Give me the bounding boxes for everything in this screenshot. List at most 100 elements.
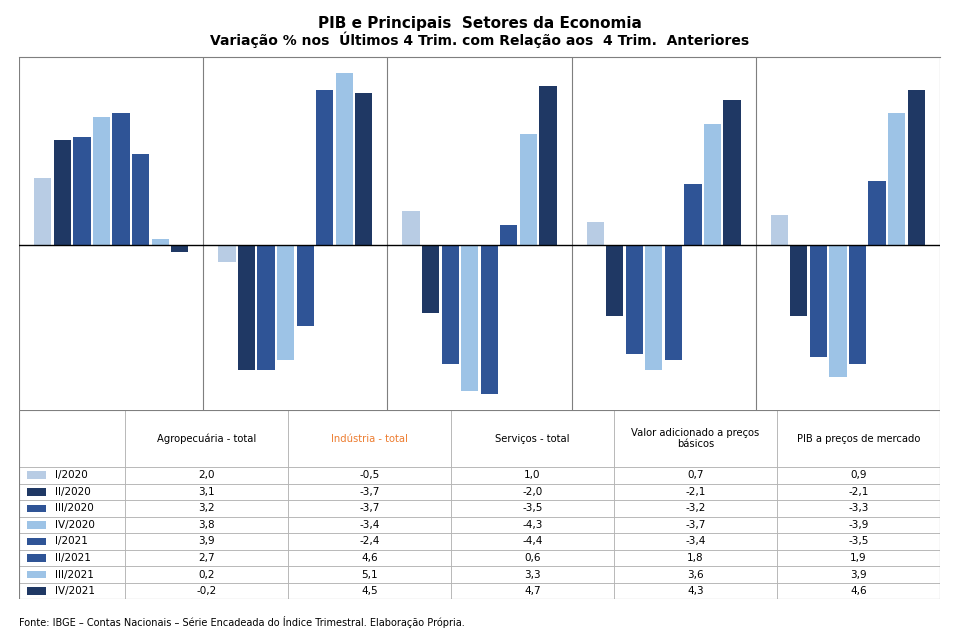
- FancyBboxPatch shape: [777, 467, 940, 483]
- Bar: [132, 154, 150, 245]
- FancyBboxPatch shape: [125, 583, 288, 599]
- FancyBboxPatch shape: [19, 483, 125, 500]
- FancyBboxPatch shape: [125, 410, 288, 467]
- Bar: [54, 141, 71, 245]
- Text: 0,7: 0,7: [688, 470, 704, 480]
- Bar: [257, 245, 274, 370]
- FancyBboxPatch shape: [19, 467, 125, 483]
- Text: -4,3: -4,3: [523, 520, 543, 530]
- Text: Indústria - total: Indústria - total: [331, 433, 408, 444]
- Text: 0,2: 0,2: [199, 570, 215, 580]
- Bar: [771, 215, 788, 245]
- Text: -2,1: -2,1: [685, 487, 706, 497]
- FancyBboxPatch shape: [451, 533, 614, 550]
- Bar: [790, 245, 807, 316]
- Text: -2,1: -2,1: [848, 487, 869, 497]
- Bar: [520, 134, 537, 245]
- FancyBboxPatch shape: [125, 467, 288, 483]
- FancyBboxPatch shape: [125, 483, 288, 500]
- Text: 3,6: 3,6: [687, 570, 704, 580]
- FancyBboxPatch shape: [614, 500, 777, 517]
- Text: 3,9: 3,9: [199, 536, 215, 546]
- FancyBboxPatch shape: [288, 567, 451, 583]
- FancyBboxPatch shape: [288, 500, 451, 517]
- Text: -4,4: -4,4: [523, 536, 543, 546]
- Bar: [27, 488, 46, 495]
- Bar: [704, 124, 721, 245]
- Text: II/2020: II/2020: [55, 487, 90, 497]
- Text: -2,0: -2,0: [523, 487, 543, 497]
- Text: 4,7: 4,7: [525, 586, 541, 596]
- Bar: [316, 90, 334, 245]
- Bar: [336, 73, 353, 245]
- Text: 3,1: 3,1: [199, 487, 215, 497]
- Bar: [888, 114, 905, 245]
- FancyBboxPatch shape: [288, 483, 451, 500]
- FancyBboxPatch shape: [19, 583, 125, 599]
- Bar: [27, 587, 46, 595]
- FancyBboxPatch shape: [777, 517, 940, 533]
- Text: -3,4: -3,4: [360, 520, 380, 530]
- FancyBboxPatch shape: [614, 467, 777, 483]
- Bar: [645, 245, 663, 370]
- Text: IV/2021: IV/2021: [55, 586, 95, 596]
- Bar: [625, 245, 643, 353]
- Text: -0,2: -0,2: [197, 586, 217, 596]
- Text: 3,8: 3,8: [199, 520, 215, 530]
- Bar: [539, 86, 556, 245]
- Text: I/2020: I/2020: [55, 470, 87, 480]
- FancyBboxPatch shape: [19, 410, 125, 467]
- Text: Valor adicionado a preços
básicos: Valor adicionado a preços básicos: [631, 428, 760, 449]
- Bar: [685, 184, 702, 245]
- Text: -3,4: -3,4: [685, 536, 706, 546]
- Text: 3,2: 3,2: [199, 504, 215, 514]
- Text: -0,5: -0,5: [360, 470, 380, 480]
- Bar: [27, 505, 46, 512]
- Bar: [27, 471, 46, 479]
- Bar: [35, 178, 52, 245]
- FancyBboxPatch shape: [19, 500, 125, 517]
- FancyBboxPatch shape: [19, 567, 125, 583]
- FancyBboxPatch shape: [451, 567, 614, 583]
- Bar: [27, 554, 46, 562]
- FancyBboxPatch shape: [288, 583, 451, 599]
- FancyBboxPatch shape: [614, 517, 777, 533]
- FancyBboxPatch shape: [614, 550, 777, 567]
- Bar: [809, 245, 827, 357]
- FancyBboxPatch shape: [777, 567, 940, 583]
- Bar: [238, 245, 255, 370]
- FancyBboxPatch shape: [451, 517, 614, 533]
- FancyBboxPatch shape: [777, 550, 940, 567]
- Bar: [27, 521, 46, 529]
- FancyBboxPatch shape: [614, 583, 777, 599]
- Bar: [665, 245, 682, 360]
- Bar: [849, 245, 866, 363]
- Text: -3,7: -3,7: [360, 487, 380, 497]
- Text: -3,7: -3,7: [360, 504, 380, 514]
- Bar: [723, 100, 740, 245]
- FancyBboxPatch shape: [19, 533, 125, 550]
- FancyBboxPatch shape: [777, 583, 940, 599]
- Bar: [422, 245, 439, 313]
- Text: III/2020: III/2020: [55, 504, 94, 514]
- FancyBboxPatch shape: [288, 533, 451, 550]
- Text: Agropecuária - total: Agropecuária - total: [157, 433, 256, 444]
- FancyBboxPatch shape: [451, 583, 614, 599]
- FancyBboxPatch shape: [451, 500, 614, 517]
- Bar: [27, 571, 46, 579]
- Text: Serviços - total: Serviços - total: [495, 433, 570, 444]
- Bar: [461, 245, 479, 391]
- Bar: [606, 245, 623, 316]
- FancyBboxPatch shape: [777, 483, 940, 500]
- Bar: [152, 239, 169, 245]
- Bar: [501, 225, 518, 245]
- Text: 4,5: 4,5: [362, 586, 378, 596]
- Bar: [869, 181, 886, 245]
- Text: 0,9: 0,9: [850, 470, 867, 480]
- FancyBboxPatch shape: [288, 467, 451, 483]
- Text: II/2021: II/2021: [55, 553, 91, 563]
- Bar: [403, 211, 420, 245]
- Text: PIB a preços de mercado: PIB a preços de mercado: [797, 433, 920, 444]
- FancyBboxPatch shape: [288, 550, 451, 567]
- FancyBboxPatch shape: [614, 410, 777, 467]
